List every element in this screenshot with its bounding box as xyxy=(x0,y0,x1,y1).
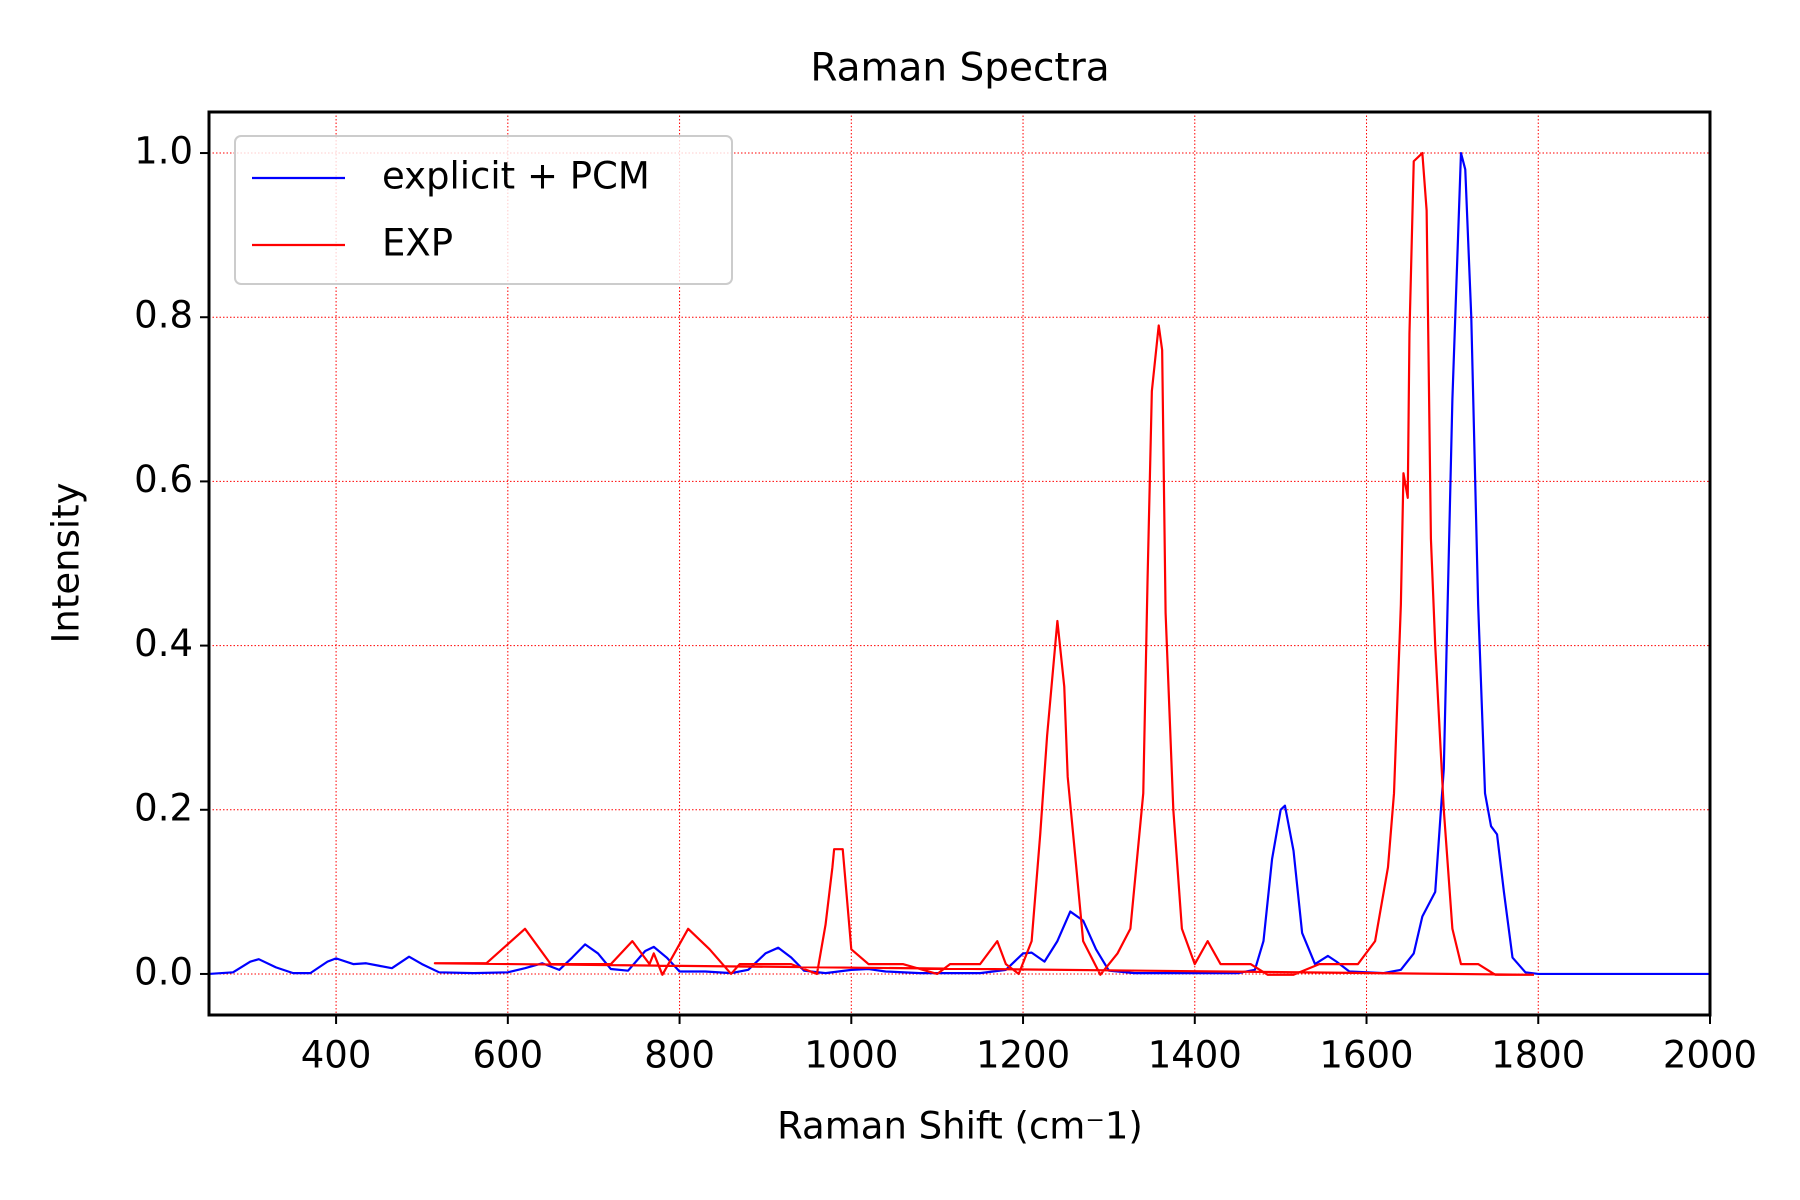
x-tick-label: 800 xyxy=(644,1034,715,1077)
y-tick-label: 0.6 xyxy=(134,458,193,501)
chart-title: Raman Spectra xyxy=(810,46,1109,91)
x-tick-label: 1800 xyxy=(1491,1034,1585,1077)
series-line xyxy=(433,151,1534,976)
x-tick-label: 600 xyxy=(473,1034,544,1077)
y-tick-label: 0.0 xyxy=(134,950,193,993)
plot-frame xyxy=(207,110,1712,1017)
legend: explicit + PCM EXP xyxy=(234,135,733,285)
x-tick-label: 1200 xyxy=(976,1034,1070,1077)
x-tick-label: 1400 xyxy=(1148,1034,1242,1077)
x-tick-label: 1600 xyxy=(1319,1034,1413,1077)
x-tick-label: 1000 xyxy=(804,1034,898,1077)
legend-label: explicit + PCM xyxy=(382,155,650,198)
legend-label: EXP xyxy=(382,222,453,265)
y-tick-label: 0.8 xyxy=(134,294,193,337)
y-tick-label: 0.2 xyxy=(134,786,193,829)
y-axis-label: Intensity xyxy=(45,482,88,643)
x-tick-label: 2000 xyxy=(1663,1034,1757,1077)
y-tick-label: 0.4 xyxy=(134,622,193,665)
x-axis-label: Raman Shift (cm⁻1) xyxy=(777,1105,1143,1148)
x-tick-label: 400 xyxy=(301,1034,372,1077)
series-line xyxy=(209,151,1710,976)
y-tick-label: 1.0 xyxy=(134,130,193,173)
legend-box xyxy=(234,135,733,285)
